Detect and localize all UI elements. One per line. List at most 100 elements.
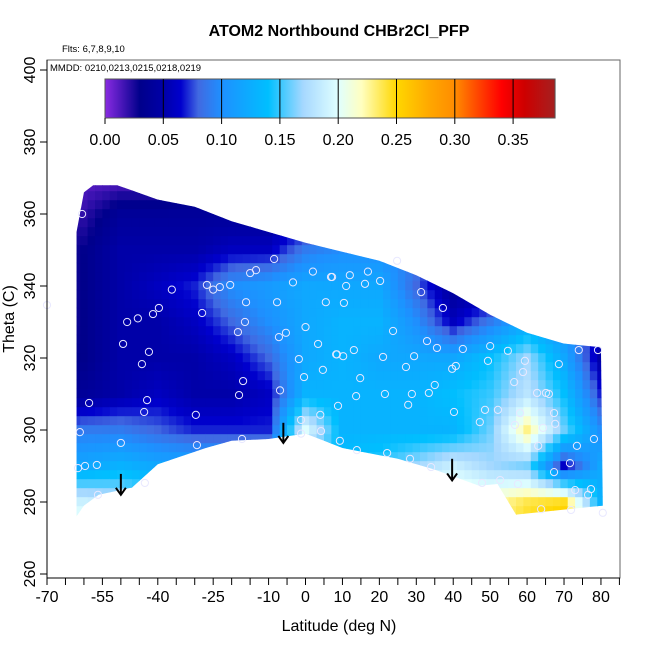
- heatmap-cell: [309, 406, 318, 417]
- heatmap-cell: [552, 343, 561, 354]
- heatmap-cell: [102, 280, 111, 291]
- heatmap-cell: [479, 361, 488, 372]
- heatmap-cell: [589, 487, 598, 498]
- heatmap-cell: [301, 424, 310, 435]
- heatmap-cell: [501, 316, 510, 327]
- sample-point: [534, 441, 543, 450]
- heatmap-cell: [205, 271, 214, 282]
- heatmap-cell: [449, 379, 458, 390]
- heatmap-cell: [287, 514, 296, 517]
- heatmap-cell: [449, 460, 458, 471]
- heatmap-cell: [309, 271, 318, 282]
- heatmap-cell: [464, 370, 473, 381]
- heatmap-cell: [419, 451, 428, 462]
- heatmap-cell: [198, 370, 207, 381]
- heatmap-cell: [117, 379, 126, 390]
- heatmap-cell: [501, 478, 510, 489]
- heatmap-cell: [560, 298, 569, 309]
- heatmap-cell: [117, 289, 126, 300]
- heatmap-cell: [235, 190, 244, 201]
- heatmap-cell: [323, 415, 332, 426]
- heatmap-cell: [235, 173, 243, 183]
- heatmap-cell: [102, 334, 111, 345]
- heatmap-cell: [131, 298, 140, 309]
- sample-point: [532, 388, 542, 398]
- heatmap-cell: [516, 397, 524, 408]
- heatmap-cell: [87, 235, 96, 246]
- heatmap-cell: [250, 226, 259, 237]
- heatmap-cell: [368, 424, 377, 435]
- heatmap-cell: [397, 208, 406, 219]
- heatmap-cell: [309, 379, 318, 390]
- heatmap-cell: [309, 334, 318, 345]
- heatmap-cell: [360, 325, 369, 336]
- heatmap-cell: [501, 442, 510, 453]
- heatmap-cell: [235, 253, 244, 264]
- heatmap-cell: [501, 280, 510, 291]
- heatmap-cell: [294, 190, 303, 201]
- heatmap-cell: [442, 325, 451, 336]
- heatmap-cell: [117, 208, 126, 219]
- heatmap-cell: [471, 361, 480, 372]
- heatmap-cell: [227, 325, 236, 336]
- heatmap-cell: [597, 262, 603, 273]
- heatmap-cell: [501, 334, 510, 345]
- sample-point: [296, 429, 306, 438]
- arrow-head: [446, 472, 458, 483]
- heatmap-cell: [124, 244, 133, 255]
- heatmap-cell: [102, 289, 111, 300]
- heatmap-cell: [235, 343, 244, 354]
- heatmap-cell: [80, 226, 89, 237]
- heatmap-cell: [405, 271, 414, 282]
- heatmap-cell: [161, 262, 170, 273]
- heatmap-cell: [412, 298, 421, 309]
- heatmap-cell: [301, 388, 310, 399]
- heatmap-cell: [316, 361, 325, 372]
- heatmap-cell: [213, 199, 222, 210]
- heatmap-cell: [368, 514, 377, 517]
- heatmap-cell: [220, 433, 229, 444]
- heatmap-cell: [146, 334, 155, 345]
- heatmap-cell: [597, 397, 603, 408]
- heatmap-cell: [471, 253, 480, 264]
- heatmap-cell: [280, 173, 288, 183]
- heatmap-cell: [383, 442, 392, 453]
- heatmap-cell: [316, 298, 325, 309]
- heatmap-cell: [360, 307, 369, 318]
- heatmap-cell: [405, 415, 414, 426]
- heatmap-cell: [368, 298, 377, 309]
- heatmap-cell: [412, 199, 421, 210]
- heatmap-cell: [493, 316, 502, 327]
- heatmap-cell: [242, 253, 251, 264]
- heatmap-cell: [168, 433, 177, 444]
- heatmap-cell: [198, 325, 207, 336]
- heatmap-cell: [516, 406, 524, 417]
- heatmap-cell: [390, 235, 399, 246]
- heatmap-cell: [161, 487, 170, 498]
- heatmap-cell: [449, 289, 458, 300]
- heatmap-cell: [368, 379, 377, 390]
- heatmap-cell: [486, 316, 495, 327]
- heatmap-cell: [508, 415, 517, 426]
- heatmap-cell: [257, 478, 266, 489]
- heatmap-cell: [486, 307, 495, 318]
- heatmap-cell: [412, 379, 421, 390]
- heatmap-cell: [176, 262, 185, 273]
- heatmap-cell: [375, 442, 384, 453]
- heatmap-cell: [397, 298, 406, 309]
- heatmap-cell: [198, 514, 207, 517]
- heatmap-cell: [405, 343, 414, 354]
- heatmap-cell: [530, 460, 539, 471]
- heatmap-cell: [383, 280, 392, 291]
- heatmap-cell: [508, 271, 517, 282]
- heatmap-cell: [131, 217, 140, 228]
- heatmap-cell: [360, 244, 369, 255]
- heatmap-cell: [560, 262, 569, 273]
- heatmap-cell: [390, 173, 398, 183]
- heatmap-cell: [95, 280, 103, 291]
- heatmap-cell: [405, 325, 414, 336]
- heatmap-cell: [109, 217, 118, 228]
- heatmap-cell: [227, 343, 236, 354]
- sample-point: [198, 308, 207, 318]
- heatmap-cell: [168, 307, 177, 318]
